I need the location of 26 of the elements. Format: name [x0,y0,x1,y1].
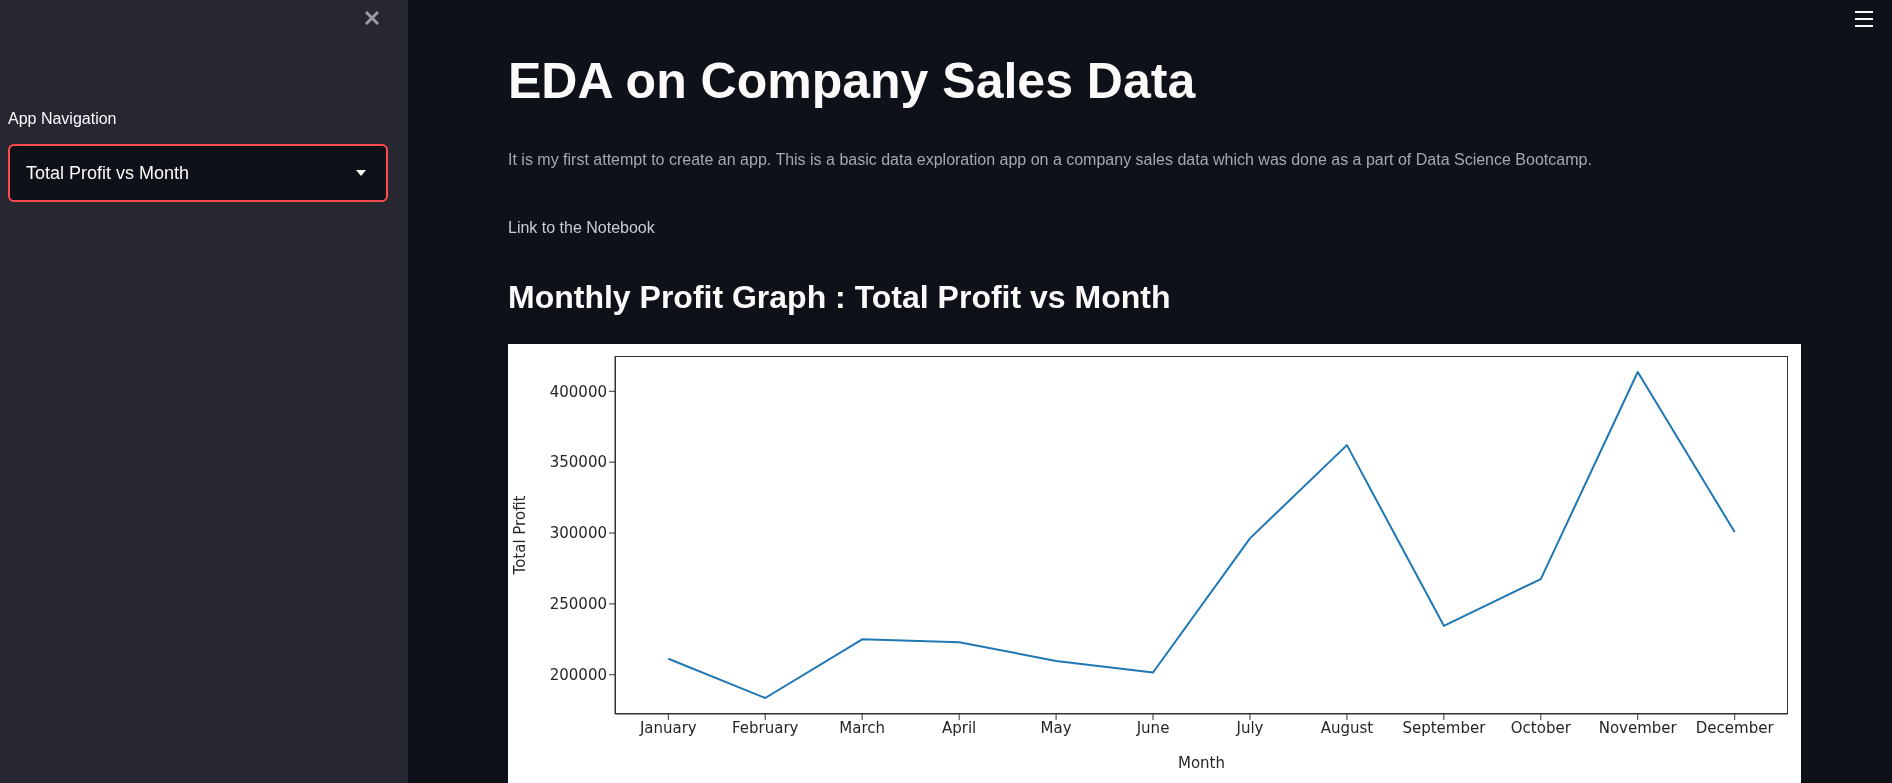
x-tick-label: March [839,718,886,737]
x-tick-label: October [1510,718,1572,737]
x-tick-label: February [732,718,799,737]
x-axis-title: Month [1177,754,1226,772]
chart-title: Monthly Profit Graph : Total Profit vs Month [508,279,1171,316]
x-tick-label: January [638,718,697,737]
text: Link to the Notebook [508,219,655,237]
line-series [667,371,1736,699]
y-tick-label: 400000 [549,382,607,401]
text: App Navigation [8,110,117,128]
x-tick-label: August [1320,718,1374,737]
x-tick-label: December [1695,718,1775,737]
x-tick-label: April [942,718,977,737]
text: It is my first attempt to create an app. This is a basic data exploration app on a company sales data which was done as a part of Data Science Bootcamp. [508,150,1593,170]
x-tick-label: November [1598,718,1678,737]
text: EDA on Company Sales Data [508,52,1196,110]
x-tick-label: September [1402,718,1487,737]
y-axis-title: Total Profit [511,495,530,576]
y-tick-label: 350000 [549,453,607,472]
y-tick-label: 300000 [549,524,607,543]
y-tick-label: 200000 [549,666,607,685]
x-tick-label: May [1040,718,1072,737]
x-tick-label: July [1235,718,1264,737]
y-tick-label: 250000 [549,595,607,614]
dropdown-field: Total Profit vs Month [8,144,388,202]
x-tick-label: June [1135,718,1170,737]
